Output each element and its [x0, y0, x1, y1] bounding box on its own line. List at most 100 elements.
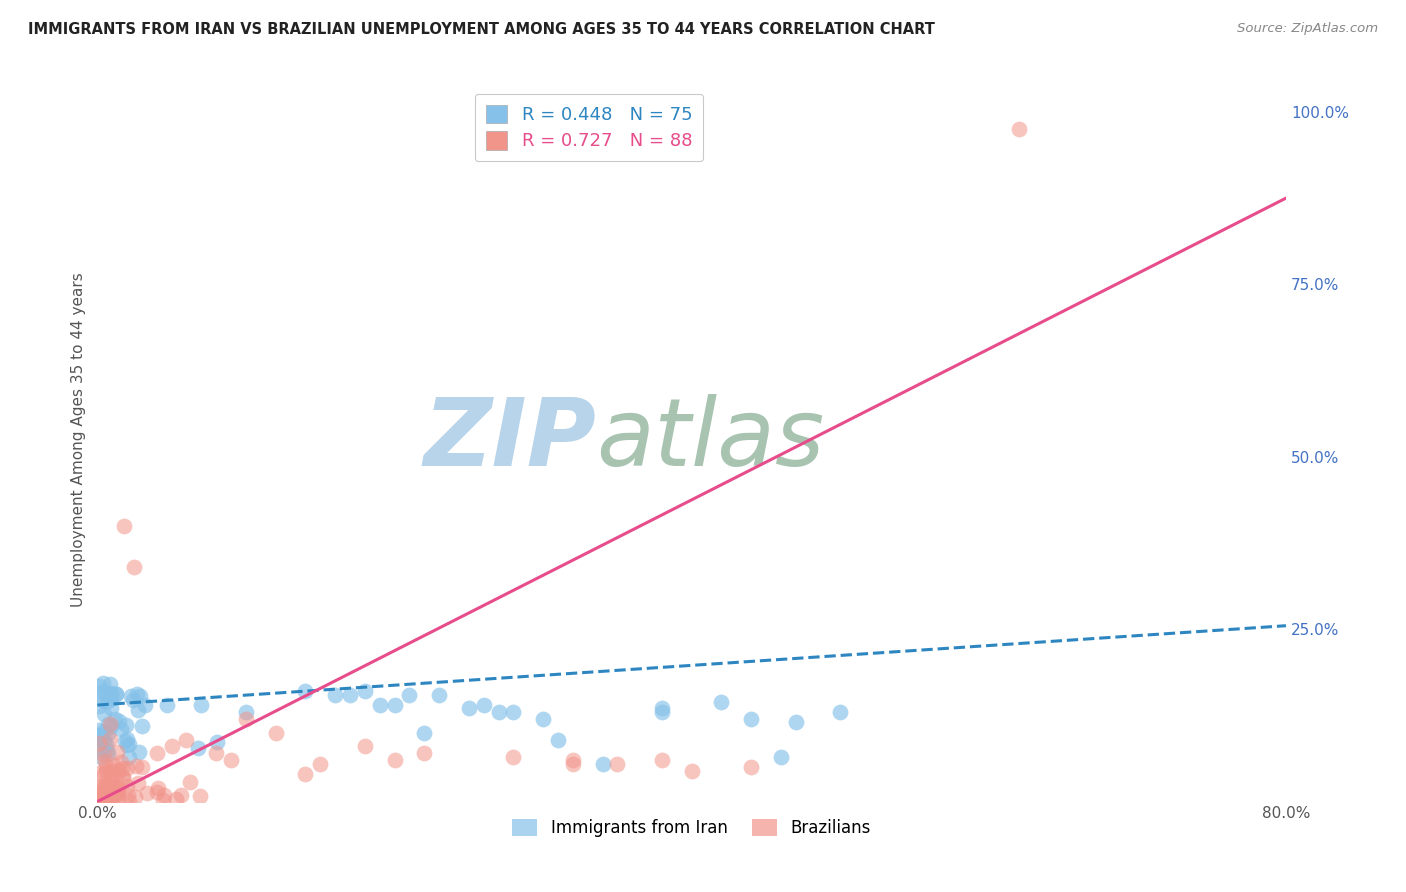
- Point: [547, 732, 569, 747]
- Point: [94, 737, 117, 751]
- Point: [115, 779, 138, 793]
- Point: [128, 745, 150, 759]
- Point: [100, 719, 122, 733]
- Point: [100, 687, 122, 701]
- Point: [107, 766, 129, 780]
- Point: [91, 793, 114, 807]
- Point: [368, 698, 391, 712]
- Point: [87, 732, 110, 747]
- Point: [165, 792, 187, 806]
- Point: [710, 695, 733, 709]
- Point: [118, 750, 141, 764]
- Point: [146, 780, 169, 795]
- Point: [87, 766, 110, 780]
- Point: [101, 787, 124, 801]
- Point: [413, 725, 436, 739]
- Point: [339, 688, 361, 702]
- Point: [740, 760, 762, 774]
- Point: [264, 725, 287, 739]
- Point: [97, 770, 120, 784]
- Point: [97, 726, 120, 740]
- Point: [97, 785, 120, 799]
- Point: [97, 694, 120, 708]
- Point: [413, 747, 436, 761]
- Point: [98, 732, 121, 747]
- Point: [125, 758, 148, 772]
- Point: [129, 690, 152, 704]
- Point: [205, 735, 228, 749]
- Point: [104, 712, 127, 726]
- Text: IMMIGRANTS FROM IRAN VS BRAZILIAN UNEMPLOYMENT AMONG AGES 35 TO 44 YEARS CORRELA: IMMIGRANTS FROM IRAN VS BRAZILIAN UNEMPL…: [28, 22, 935, 37]
- Point: [187, 740, 209, 755]
- Point: [127, 703, 149, 717]
- Point: [294, 767, 316, 781]
- Point: [103, 794, 125, 808]
- Point: [323, 688, 346, 702]
- Point: [115, 732, 138, 747]
- Point: [502, 705, 524, 719]
- Point: [117, 761, 139, 775]
- Point: [152, 792, 174, 806]
- Point: [136, 787, 159, 801]
- Point: [100, 685, 122, 699]
- Point: [112, 518, 135, 533]
- Point: [127, 776, 149, 790]
- Point: [114, 734, 136, 748]
- Point: [103, 757, 125, 772]
- Point: [205, 747, 228, 761]
- Point: [398, 688, 420, 702]
- Point: [235, 705, 257, 719]
- Point: [108, 714, 131, 728]
- Point: [681, 764, 703, 778]
- Point: [561, 756, 583, 771]
- Point: [98, 786, 121, 800]
- Point: [110, 722, 132, 736]
- Point: [97, 778, 120, 792]
- Point: [190, 698, 212, 712]
- Point: [93, 706, 115, 721]
- Point: [156, 698, 179, 712]
- Point: [111, 771, 134, 785]
- Point: [118, 795, 141, 809]
- Point: [87, 698, 110, 713]
- Y-axis label: Unemployment Among Ages 35 to 44 years: Unemployment Among Ages 35 to 44 years: [72, 272, 86, 607]
- Point: [592, 756, 614, 771]
- Point: [97, 717, 120, 731]
- Point: [112, 770, 135, 784]
- Point: [93, 754, 115, 768]
- Point: [87, 723, 110, 738]
- Point: [651, 701, 673, 715]
- Point: [105, 687, 128, 701]
- Point: [87, 736, 110, 750]
- Point: [146, 747, 169, 761]
- Point: [94, 779, 117, 793]
- Point: [427, 688, 450, 702]
- Point: [146, 785, 169, 799]
- Point: [160, 739, 183, 754]
- Point: [93, 732, 115, 747]
- Point: [120, 689, 142, 703]
- Point: [115, 738, 138, 752]
- Point: [91, 685, 114, 699]
- Text: Source: ZipAtlas.com: Source: ZipAtlas.com: [1237, 22, 1378, 36]
- Point: [87, 679, 110, 693]
- Point: [124, 790, 146, 805]
- Point: [105, 786, 128, 800]
- Point: [87, 734, 110, 748]
- Point: [97, 747, 120, 761]
- Point: [606, 756, 628, 771]
- Point: [127, 687, 149, 701]
- Point: [89, 779, 111, 793]
- Point: [93, 767, 115, 781]
- Point: [384, 753, 406, 767]
- Point: [107, 787, 129, 801]
- Point: [98, 677, 121, 691]
- Point: [97, 786, 120, 800]
- Point: [235, 712, 257, 726]
- Point: [100, 691, 122, 706]
- Point: [117, 788, 139, 802]
- Point: [561, 753, 583, 767]
- Point: [87, 793, 110, 807]
- Point: [90, 743, 112, 757]
- Point: [91, 747, 114, 761]
